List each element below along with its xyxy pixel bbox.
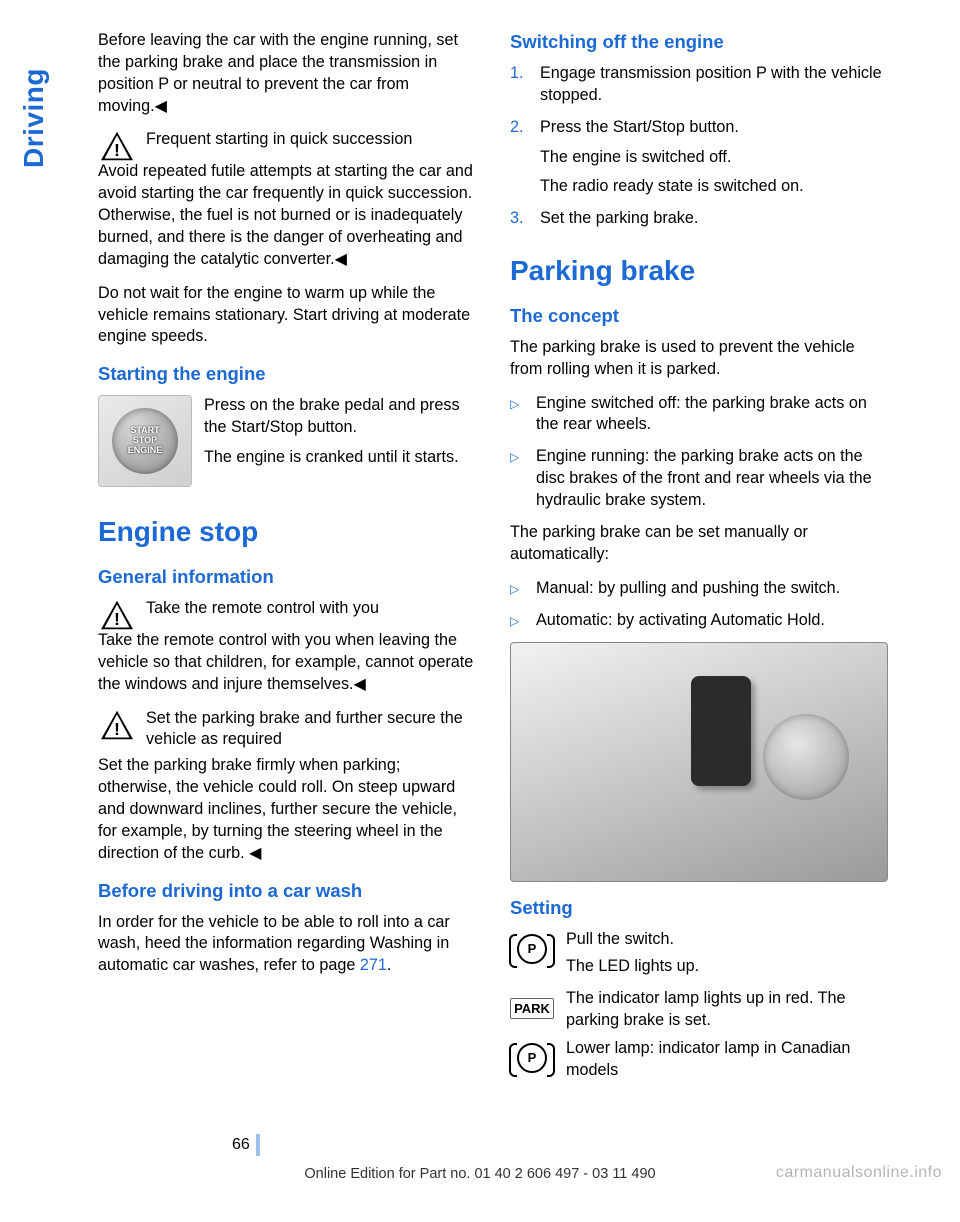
warning-body: Set the parking brake firmly when parkin… (98, 755, 476, 864)
heading-engine-stop: Engine stop (98, 513, 476, 551)
warning-title: Set the parking brake and further secure… (146, 709, 463, 749)
list-item: ▷ Automatic: by activating Automatic Hold… (510, 610, 888, 632)
parking-switch-icon: P (510, 929, 554, 969)
heading-setting: Setting (510, 896, 888, 921)
svg-text:!: ! (114, 140, 120, 160)
warmup-paragraph: Do not wait for the engine to warm up wh… (98, 283, 476, 349)
setting-row: P Pull the switch. The LED lights up. (510, 929, 888, 979)
list-text: Manual: by pulling and pushing the switc… (536, 578, 840, 600)
warning-text: Frequent starting in quick succession (146, 129, 412, 151)
warning-icon: ! (98, 598, 136, 632)
carwash-paragraph: In order for the vehicle to be able to r… (98, 912, 476, 978)
concept-paragraph: The parking brake is used to prevent the… (510, 337, 888, 381)
concept-paragraph-2: The parking brake can be set manually or… (510, 522, 888, 566)
start-stop-button-image: START STOP ENGINE (98, 395, 192, 487)
page-content: Before leaving the car with the engine r… (98, 30, 888, 1088)
heading-parking-brake: Parking brake (510, 252, 888, 290)
list-text: Press the Start/Stop button. (540, 117, 804, 139)
list-number: 1. (510, 63, 528, 107)
setting-line2: The LED lights up. (566, 956, 699, 978)
park-indicator-icon: PARK (510, 988, 554, 1028)
carwash-text-post: . (387, 956, 392, 974)
list-text: Engine running: the parking brake acts o… (536, 446, 888, 512)
warning-text: Set the parking brake and further secure… (146, 708, 476, 752)
list-text: Engine switched off: the parking brake a… (536, 393, 888, 437)
list-text: Automatic: by activating Automatic Hold. (536, 610, 825, 632)
list-item: ▷ Manual: by pulling and pushing the swit… (510, 578, 888, 600)
concept-list-2: ▷ Manual: by pulling and pushing the swit… (510, 578, 888, 632)
lower-indicator-row: P Lower lamp: indicator lamp in Canadian… (510, 1038, 888, 1082)
start-stop-row: START STOP ENGINE Press on the brake ped… (98, 395, 476, 491)
carwash-text-pre: In order for the vehicle to be able to r… (98, 913, 450, 975)
bullet-icon: ▷ (510, 446, 524, 512)
page-number-wrap: 66 (232, 1134, 260, 1156)
warning-block: ! Frequent starting in quick succession (98, 129, 476, 163)
warning-block: ! Set the parking brake and further secu… (98, 708, 476, 752)
bullet-icon: ▷ (510, 578, 524, 600)
list-item: ▷ Engine switched off: the parking brake … (510, 393, 888, 437)
svg-text:!: ! (114, 718, 120, 738)
warning-body: Take the remote control with you when le… (98, 630, 476, 696)
heading-carwash: Before driving into a car wash (98, 879, 476, 904)
park-label: PARK (510, 998, 554, 1020)
heading-general: General information (98, 565, 476, 590)
start-stop-button-label: START STOP ENGINE (128, 426, 163, 456)
list-number: 2. (510, 117, 528, 199)
watermark: carmanualsonline.info (776, 1164, 942, 1182)
list-number: 3. (510, 208, 528, 230)
heading-concept: The concept (510, 304, 888, 329)
concept-list: ▷ Engine switched off: the parking brake … (510, 393, 888, 512)
list-text: Set the parking brake. (540, 208, 698, 230)
indicator-row: PARK The indicator lamp lights up in red… (510, 988, 888, 1032)
side-tab-label: Driving (18, 68, 50, 168)
intro-paragraph: Before leaving the car with the engine r… (98, 30, 476, 117)
page-number: 66 (232, 1136, 250, 1154)
bullet-icon: ▷ (510, 393, 524, 437)
side-tab: Driving (14, 28, 54, 168)
list-text: Engage transmission position P with the … (540, 63, 888, 107)
left-column: Before leaving the car with the engine r… (98, 30, 476, 1088)
list-subtext: The radio ready state is switched on. (540, 176, 804, 198)
svg-text:!: ! (114, 609, 120, 629)
setting-line1: Pull the switch. (566, 929, 699, 951)
warning-block: ! Take the remote control with you (98, 598, 476, 632)
right-column: Switching off the engine 1. Engage transm… (510, 30, 888, 1088)
list-item: 1. Engage transmission position P with th… (510, 63, 888, 107)
list-item: ▷Engine running: the parking brake acts … (510, 446, 888, 512)
warning-text: Take the remote control with you (146, 598, 379, 620)
warning-title: Frequent starting in quick succession (146, 130, 412, 148)
bullet-icon: ▷ (510, 610, 524, 632)
warning-icon: ! (98, 708, 136, 742)
page-link[interactable]: 271 (360, 956, 387, 974)
heading-starting: Starting the engine (98, 362, 476, 387)
list-subtext: The engine is switched off. (540, 147, 804, 169)
list-item: 2. Press the Start/Stop button. The engi… (510, 117, 888, 199)
list-item: 3. Set the parking brake. (510, 208, 888, 230)
heading-switchoff: Switching off the engine (510, 30, 888, 55)
warning-icon: ! (98, 129, 136, 163)
page-number-bar (256, 1134, 260, 1156)
warning-body: Avoid repeated futile attempts at starti… (98, 161, 476, 270)
warning-title: Take the remote control with you (146, 599, 379, 617)
lower-indicator-text: Lower lamp: indicator lamp in Canadian m… (566, 1038, 888, 1082)
switchoff-list: 1. Engage transmission position P with th… (510, 63, 888, 230)
indicator-text: The indicator lamp lights up in red. The… (566, 988, 888, 1032)
parking-circle-icon: P (510, 1038, 554, 1078)
parking-brake-image (510, 642, 888, 882)
